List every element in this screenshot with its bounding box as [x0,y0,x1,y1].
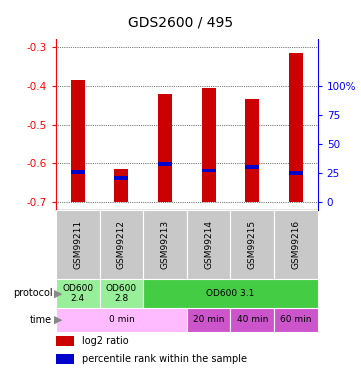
Bar [202,88,216,202]
Bar [100,279,143,308]
Text: GSM99212: GSM99212 [117,220,126,269]
Bar [187,308,230,332]
Bar [71,170,85,174]
Bar [158,94,172,202]
Bar [245,99,259,202]
Text: GDS2600 / 495: GDS2600 / 495 [128,16,233,30]
Text: 60 min: 60 min [280,315,312,324]
Bar [245,165,259,169]
Text: GSM99216: GSM99216 [291,220,300,269]
Text: log2 ratio: log2 ratio [82,336,129,346]
Text: ▶: ▶ [54,288,63,298]
Text: 40 min: 40 min [236,315,268,324]
Text: 0 min: 0 min [109,315,134,324]
Bar [274,210,318,279]
Text: GSM99214: GSM99214 [204,220,213,269]
Bar [56,308,187,332]
Bar [202,168,216,172]
Bar [114,176,129,180]
Bar [143,279,318,308]
Text: protocol: protocol [13,288,52,298]
Bar [230,210,274,279]
Bar [289,53,303,202]
Text: ▶: ▶ [54,315,63,325]
Text: GSM99213: GSM99213 [161,220,170,269]
Bar [187,210,230,279]
Text: percentile rank within the sample: percentile rank within the sample [82,354,247,364]
Bar [100,210,143,279]
Bar [158,162,172,166]
Bar [56,210,100,279]
Text: 20 min: 20 min [193,315,224,324]
Bar [114,168,129,202]
Bar [56,354,74,364]
Bar [56,279,100,308]
Bar [274,308,318,332]
Bar [143,210,187,279]
Text: OD600 3.1: OD600 3.1 [206,289,255,298]
Text: time: time [30,315,52,325]
Bar [56,336,74,346]
Text: OD600
2.8: OD600 2.8 [106,284,137,303]
Bar [289,171,303,175]
Text: GSM99211: GSM99211 [73,220,82,269]
Text: OD600
2.4: OD600 2.4 [62,284,93,303]
Text: GSM99215: GSM99215 [248,220,257,269]
Bar [71,80,85,202]
Bar [230,308,274,332]
